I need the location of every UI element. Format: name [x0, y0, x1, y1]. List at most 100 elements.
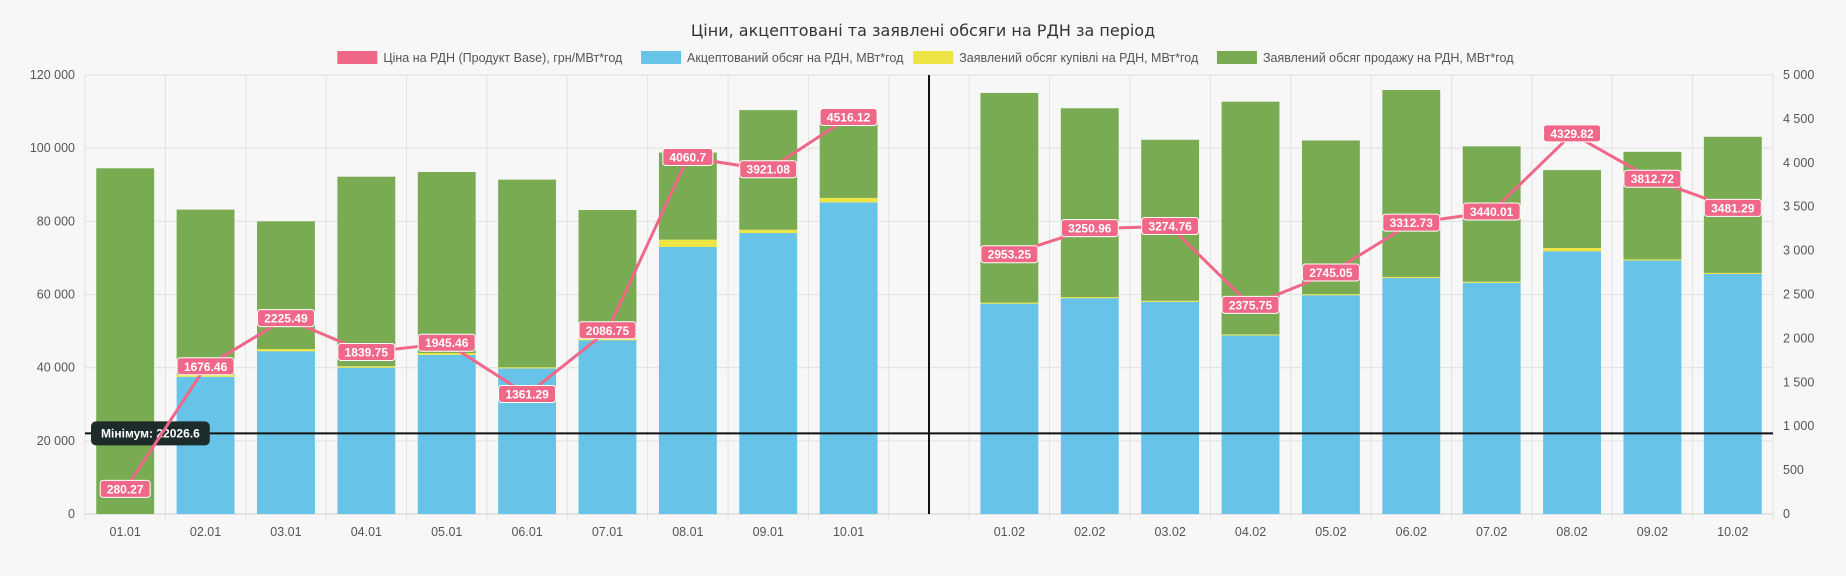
bar-segment [1543, 248, 1601, 252]
x-tick-label: 04.02 [1235, 525, 1266, 539]
x-tick-label: 03.01 [270, 525, 301, 539]
bar-segment [1623, 260, 1682, 514]
y-left-ticks: 0 20 000 40 000 60 000 80 000 100 000 120 000 [30, 68, 75, 521]
price-data-label: 2225.49 [264, 312, 308, 326]
y-right-tick-label: 2 000 [1783, 331, 1814, 345]
price-data-label: 2375.75 [1229, 298, 1273, 312]
bar-segment [980, 302, 1039, 304]
x-ticks: 01.01 02.01 03.01 04.01 05.01 06.01 07.01 08.01… [110, 525, 1749, 539]
y-right-tick-label: 1 500 [1783, 375, 1814, 389]
price-data-label-box [980, 245, 1039, 264]
x-tick-label: 10.02 [1717, 525, 1748, 539]
legend-label: Заявлений обсяг купівлі на РДН, МВт*год [959, 51, 1199, 65]
x-tick-label: 05.01 [431, 525, 462, 539]
x-tick-label: 03.02 [1155, 525, 1186, 539]
y-left-tick-label: 120 000 [30, 68, 75, 82]
price-data-label-box [578, 321, 637, 340]
y-left-tick-label: 20 000 [37, 434, 75, 448]
legend-label: Заявлений обсяг продажу на РДН, МВт*год [1263, 51, 1514, 65]
price-data-label: 3481.29 [1711, 201, 1755, 215]
x-tick-label: 02.02 [1074, 525, 1105, 539]
price-data-label: 4060.7 [670, 150, 707, 164]
bar-segment [1221, 101, 1280, 335]
y-right-tick-label: 2 500 [1783, 288, 1814, 302]
minimum-label-box [91, 421, 210, 446]
price-data-label-box [1060, 219, 1119, 238]
x-tick-label: 01.02 [994, 525, 1025, 539]
price-data-label-box [1543, 124, 1602, 143]
bar-segment [96, 168, 155, 514]
bar-segment [1543, 251, 1601, 514]
bar-segment [658, 239, 717, 247]
bar-segment [1301, 295, 1360, 514]
price-data-label-box [1221, 295, 1280, 314]
price-data-label: 280.27 [107, 482, 144, 496]
price-line-segment [123, 365, 208, 491]
y-right-tick-label: 3 000 [1783, 244, 1814, 258]
price-line-segment [525, 329, 609, 396]
bar-segment [1221, 335, 1280, 514]
bar-segment [1141, 300, 1200, 302]
price-data-label: 3921.08 [747, 163, 791, 177]
y-right-tick-label: 3 500 [1783, 200, 1814, 214]
bar-segment [417, 354, 476, 514]
price-data-label-box [819, 107, 878, 126]
bar-segment [176, 374, 235, 377]
bar-segment [980, 303, 1039, 514]
price-data-label-box [1382, 213, 1441, 232]
price-data-label-box [1623, 169, 1682, 188]
price-data-label: 1676.46 [184, 360, 228, 374]
bar-segment [498, 367, 557, 369]
price-data-label: 3274.76 [1148, 219, 1192, 233]
y-right-ticks: 0 500 1 000 1 500 2 000 2 500 3 000 3 500 4 000 4… [1783, 68, 1814, 521]
price-data-label: 4516.12 [827, 110, 871, 124]
bar-segment [819, 115, 878, 198]
bar-segment [1060, 108, 1119, 298]
bar-segment [1141, 301, 1200, 514]
x-tick-label: 06.01 [511, 525, 542, 539]
price-data-label-box [1462, 202, 1521, 221]
price-data-label: 3440.01 [1470, 205, 1514, 219]
bar-segment [1382, 89, 1441, 277]
y-right-tick-label: 4 500 [1783, 112, 1814, 126]
bar-segment [337, 176, 396, 367]
price-line-segment [1168, 224, 1253, 307]
legend-label: Акцептований обсяг на РДН, МВт*год [687, 51, 904, 65]
bar-segment [337, 367, 396, 514]
bar-segment [1703, 274, 1762, 514]
legend-swatch [1216, 51, 1257, 64]
y-left-tick-label: 40 000 [37, 361, 75, 375]
x-tick-label: 06.02 [1396, 525, 1427, 539]
chart-title: Ціни, акцептовані та заявлені обсяги на … [691, 21, 1155, 40]
bar-segment [578, 340, 637, 514]
legend: Ціна на РДН (Продукт Base), грн/МВт*год А… [337, 51, 1514, 65]
bar-segment [1221, 334, 1280, 336]
bar-segment [1703, 272, 1762, 275]
price-data-label-box [662, 147, 714, 166]
price-data-label-box [1141, 216, 1200, 235]
price-data-label: 2953.25 [988, 248, 1032, 262]
bar-segment [1301, 294, 1360, 296]
price-data-label: 1945.46 [425, 336, 469, 350]
price-data-label-box [337, 342, 396, 361]
annotations: Мінімум: 22026.6 [85, 75, 1773, 514]
bar-segment [1623, 259, 1682, 261]
price-data-label-box [417, 333, 476, 352]
price-line-segment [1490, 132, 1574, 214]
x-tick-label: 07.02 [1476, 525, 1507, 539]
price-data-label: 2745.05 [1309, 266, 1353, 280]
bar-segment [578, 209, 637, 338]
y-right-tick-label: 5 000 [1783, 68, 1814, 82]
bar-segment [1382, 276, 1441, 279]
y-left-tick-label: 60 000 [37, 288, 75, 302]
bar-segment [417, 353, 476, 355]
bar-segment [980, 92, 1039, 303]
price-data-label-box [498, 384, 557, 403]
bar-segment [1543, 170, 1601, 249]
price-data-label: 4329.82 [1550, 127, 1594, 141]
y-left-tick-label: 0 [68, 507, 75, 521]
x-tick-label: 09.02 [1637, 525, 1668, 539]
bar-segment [819, 202, 878, 514]
price-data-label-box [256, 309, 315, 328]
price-data-label: 3312.73 [1390, 216, 1434, 230]
